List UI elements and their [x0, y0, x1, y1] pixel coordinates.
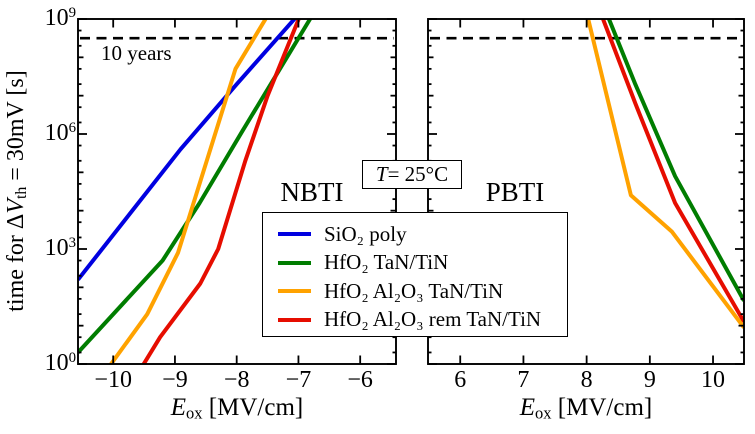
- legend-row-hfo2-al2o3-tan-tin: HfO₂ Al₂O₃ TaN/TiN: [278, 277, 567, 306]
- legend-swatch-hfo2-al2o3-tan-tin: [278, 289, 311, 294]
- legend-row-hfo2-al2o3-rem-tan-tin: HfO₂ Al₂O₃ rem TaN/TiN: [278, 306, 567, 335]
- panel-title-nbti: NBTI: [280, 177, 344, 207]
- x-tick-label: 7: [517, 367, 530, 393]
- legend-label: SiO₂ poly: [324, 221, 407, 246]
- ten-years-label: 10 years: [101, 41, 172, 65]
- y-tick-label: 100: [44, 349, 76, 377]
- y-axis-label-var: V: [2, 199, 29, 214]
- x-axis-label-post: [MV/cm]: [551, 394, 653, 421]
- temperature-var: T: [375, 162, 388, 186]
- x-tick-label: 8: [580, 367, 593, 393]
- x-axis-label-sub: ox: [535, 403, 552, 423]
- legend-row-sio2-poly: SiO₂ poly: [278, 220, 567, 249]
- series-line-hfo2-al2o3-tan-tin-pbti: [586, 19, 744, 329]
- panel-title-pbti: PBTI: [485, 177, 545, 207]
- x-tick-label: −9: [162, 367, 188, 393]
- y-tick-label: 106: [44, 119, 76, 147]
- x-axis-label-var: E: [519, 394, 536, 421]
- x-tick-label: −8: [223, 367, 250, 393]
- series-line-hfo2-al2o3-rem-tan-tin-nbti: [141, 19, 301, 364]
- legend-row-hfo2-tan-tin: HfO₂ TaN/TiN: [278, 249, 567, 278]
- y-axis-label-pre: time for Δ: [2, 213, 29, 312]
- x-tick-label: 10: [701, 367, 726, 393]
- x-tick-label: −7: [285, 367, 312, 393]
- legend: SiO₂ poly HfO₂ TaN/TiN HfO₂ Al₂O₃ TaN/TiN H…: [262, 212, 568, 337]
- y-tick-label: 103: [44, 234, 76, 262]
- x-axis-label-sub: ox: [186, 403, 203, 423]
- legend-label: HfO₂ TaN/TiN: [324, 250, 449, 275]
- x-axis-label-nbti: Eox [MV/cm]: [171, 394, 303, 424]
- y-axis-label-sub: th: [13, 186, 31, 199]
- series-line-sio2-poly-nbti: [78, 19, 298, 281]
- legend-swatch-sio2-poly: [278, 232, 311, 237]
- series-line-hfo2-al2o3-rem-tan-tin-pbti: [600, 19, 744, 323]
- y-tick-label: 109: [44, 4, 76, 32]
- y-axis-label-post: = 30mV [s]: [2, 70, 29, 187]
- x-tick-label: −10: [94, 367, 132, 393]
- x-tick-label: 6: [454, 367, 467, 393]
- legend-swatch-hfo2-tan-tin: [278, 260, 311, 265]
- series-line-hfo2-tan-tin-nbti: [78, 19, 313, 354]
- legend-swatch-hfo2-al2o3-rem-tan-tin: [278, 317, 311, 322]
- x-axis-label-var: E: [170, 394, 187, 421]
- x-tick-label: −6: [347, 367, 373, 393]
- series-line-hfo2-tan-tin-pbti: [606, 19, 744, 302]
- x-axis-label-post: [MV/cm]: [202, 394, 304, 421]
- legend-label: HfO₂ Al₂O₃ TaN/TiN: [324, 278, 504, 303]
- x-axis-label-pbti: Eox [MV/cm]: [520, 394, 652, 424]
- series-line-hfo2-al2o3-tan-tin-nbti: [108, 19, 268, 364]
- y-axis-label: time for ΔVth = 30mV [s]: [3, 70, 31, 312]
- legend-label: HfO₂ Al₂O₃ rem TaN/TiN: [324, 307, 542, 332]
- x-tick-label: 9: [643, 367, 656, 393]
- temperature-value: = 25°C: [387, 162, 449, 186]
- temperature-box: T = 25°C: [362, 160, 462, 189]
